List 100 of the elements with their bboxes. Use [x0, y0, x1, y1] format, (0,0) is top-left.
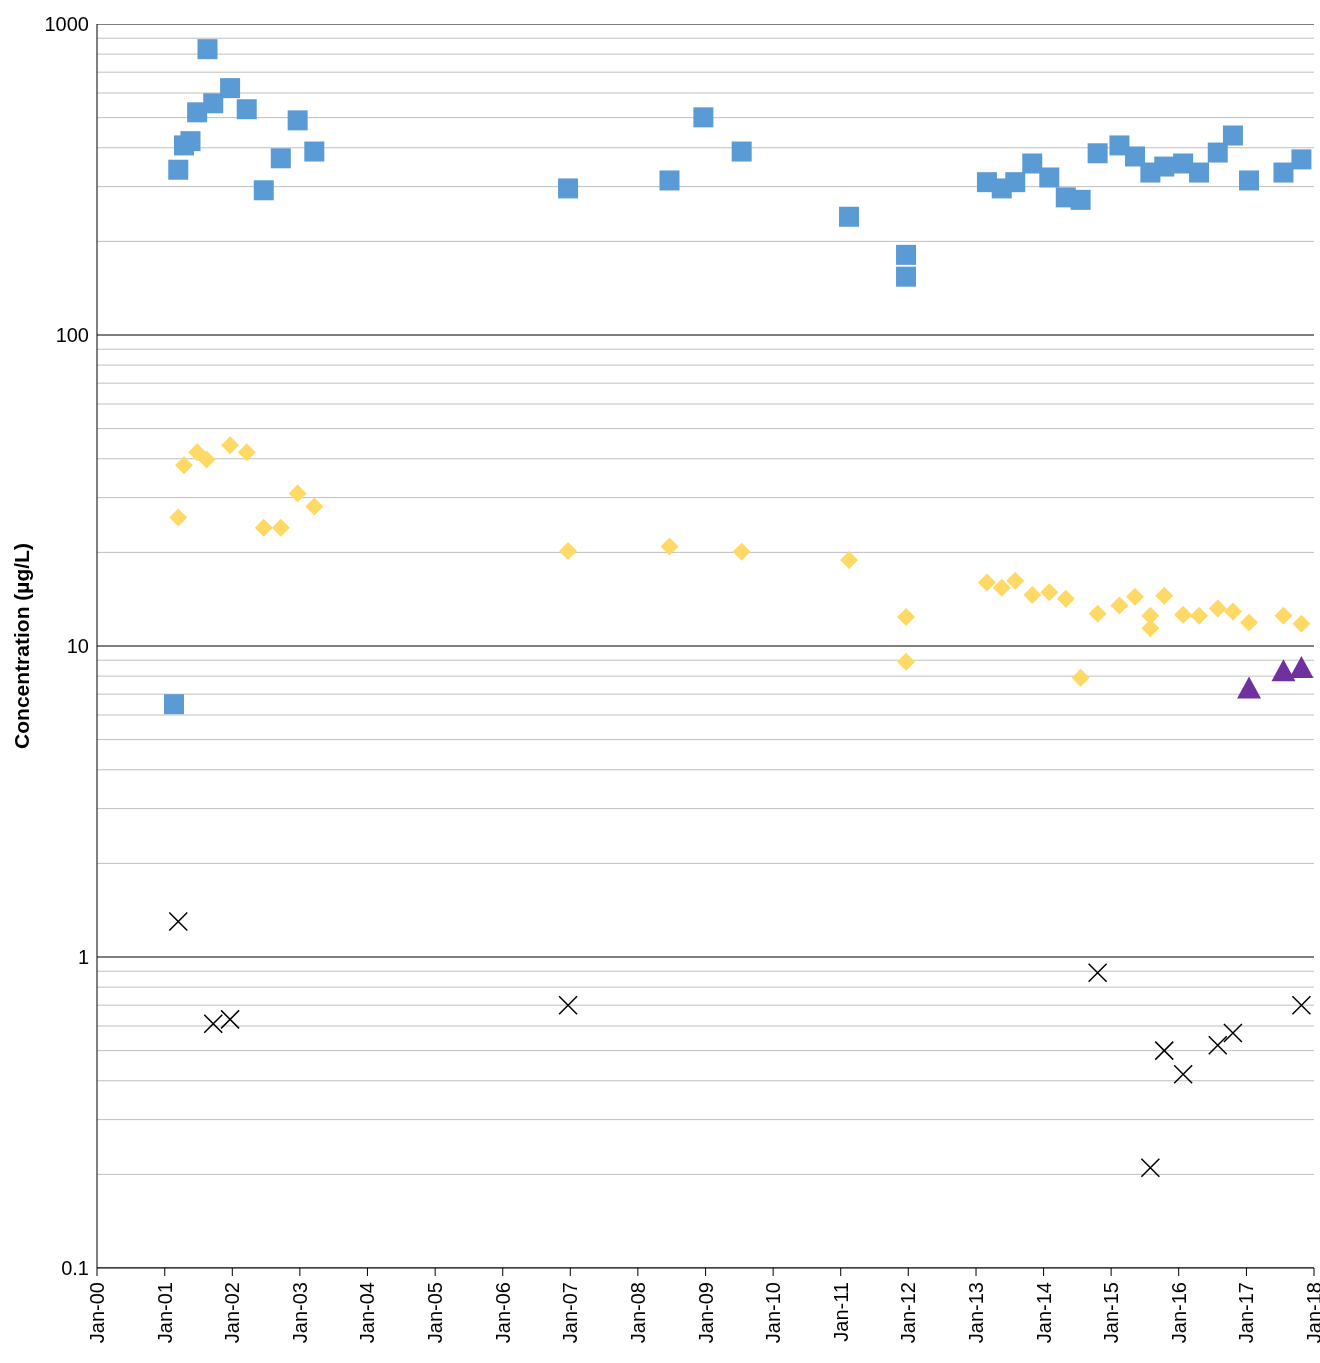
- point: [1189, 162, 1210, 183]
- point: [270, 148, 291, 169]
- point: [1190, 606, 1209, 625]
- point: [1070, 189, 1091, 210]
- x-tick-label: Jan-12: [897, 1282, 920, 1344]
- point: [203, 1014, 223, 1034]
- point: [1271, 659, 1296, 682]
- y-tick-label: 100: [55, 324, 89, 347]
- point: [1240, 613, 1259, 632]
- x-tick-label: Jan-02: [221, 1282, 244, 1344]
- point: [1071, 668, 1090, 687]
- point: [1239, 170, 1260, 191]
- point: [1140, 1158, 1161, 1178]
- point: [174, 456, 193, 475]
- point: [659, 170, 680, 191]
- point: [731, 141, 752, 162]
- point: [168, 911, 189, 932]
- point: [1273, 162, 1294, 183]
- point: [304, 141, 325, 162]
- point: [169, 508, 188, 527]
- point: [660, 537, 679, 556]
- point: [180, 131, 201, 152]
- point: [897, 652, 916, 671]
- point: [1087, 143, 1108, 164]
- point: [559, 542, 578, 561]
- point: [287, 110, 308, 131]
- point: [221, 436, 240, 455]
- point: [1291, 995, 1312, 1015]
- y-tick-label: 1: [77, 946, 89, 969]
- point: [1022, 153, 1043, 174]
- point: [1207, 142, 1228, 163]
- point: [188, 443, 207, 462]
- point: [839, 206, 860, 227]
- point: [840, 551, 859, 570]
- point: [1110, 596, 1129, 615]
- point: [1208, 1035, 1228, 1056]
- point: [1005, 172, 1026, 193]
- point: [271, 518, 290, 537]
- point: [897, 607, 916, 626]
- point: [1237, 676, 1262, 699]
- point: [1173, 1064, 1193, 1084]
- point: [288, 484, 307, 503]
- point: [197, 39, 218, 60]
- point: [164, 694, 184, 715]
- y-tick-label: 10: [66, 635, 89, 658]
- point: [1040, 583, 1059, 602]
- point: [1056, 589, 1075, 608]
- x-tick-label: Jan-06: [491, 1282, 514, 1344]
- point: [1087, 962, 1108, 983]
- x-tick-label: Jan-16: [1167, 1282, 1190, 1344]
- x-tick-label: Jan-15: [1100, 1282, 1123, 1344]
- y-axis-title: Concentration (µg/L): [10, 543, 34, 749]
- point: [1222, 125, 1243, 146]
- y-tick-label: 1000: [44, 13, 89, 36]
- point: [197, 450, 216, 469]
- x-tick-label: Jan-04: [356, 1282, 379, 1344]
- point: [1289, 655, 1314, 678]
- point: [896, 244, 917, 265]
- x-tick-label: Jan-11: [829, 1282, 852, 1342]
- point: [1174, 605, 1193, 624]
- point: [693, 107, 714, 128]
- point: [1109, 135, 1130, 156]
- point: [1006, 571, 1025, 590]
- point: [896, 266, 917, 287]
- point: [1223, 602, 1242, 621]
- point: [1125, 146, 1146, 167]
- x-tick-label: Jan-00: [86, 1282, 108, 1344]
- point: [220, 78, 241, 99]
- point: [254, 518, 273, 537]
- point: [1223, 1023, 1243, 1043]
- point: [1023, 585, 1042, 604]
- x-tick-label: Jan-03: [288, 1282, 311, 1344]
- point: [1039, 167, 1060, 188]
- point: [732, 542, 751, 561]
- point: [1155, 586, 1174, 605]
- point: [1292, 614, 1311, 633]
- point: [168, 159, 189, 180]
- point: [977, 573, 996, 592]
- point: [558, 178, 579, 199]
- point: [203, 93, 224, 114]
- x-tick-label: Jan-17: [1235, 1282, 1258, 1344]
- point: [305, 497, 324, 516]
- point: [237, 443, 256, 462]
- x-tick-label: Jan-05: [424, 1282, 447, 1344]
- point: [1208, 599, 1227, 618]
- point: [1291, 149, 1312, 170]
- point: [1274, 606, 1293, 625]
- point: [220, 1009, 240, 1030]
- x-tick-label: Jan-08: [626, 1282, 649, 1344]
- x-tick-label: Jan-10: [762, 1282, 785, 1344]
- point: [236, 99, 257, 120]
- point: [992, 578, 1011, 597]
- x-tick-label: Jan-14: [1032, 1282, 1055, 1344]
- y-tick-label: 0.1: [61, 1257, 89, 1280]
- x-tick-label: Jan-13: [965, 1282, 988, 1344]
- x-tick-label: Jan-01: [153, 1282, 176, 1344]
- x-tick-label: Jan-07: [559, 1282, 582, 1344]
- point: [253, 180, 274, 201]
- point: [1088, 604, 1107, 623]
- point: [558, 995, 578, 1015]
